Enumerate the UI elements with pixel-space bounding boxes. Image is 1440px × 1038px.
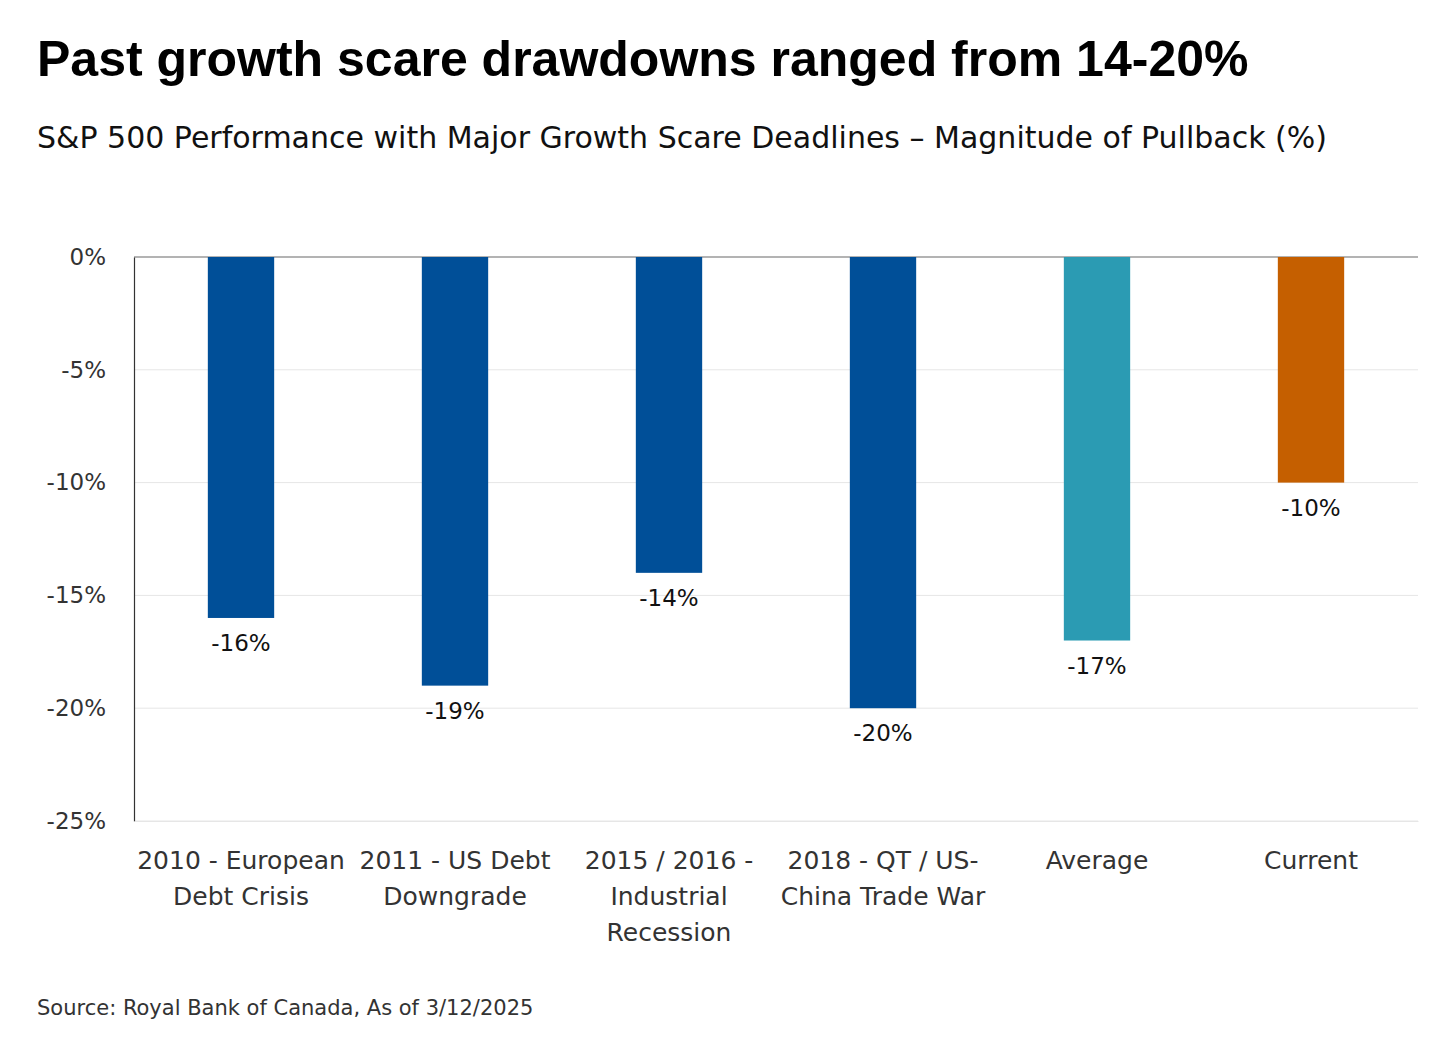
y-axis-line [134,258,135,822]
y-tick-label: -25% [47,808,106,834]
y-tick: -25% [47,808,106,834]
y-tick: -10% [47,469,106,495]
x-tick-label: Average [1046,846,1149,875]
x-tick: Current [1264,846,1358,875]
source: Source: Royal Bank of Canada, As of 3/12… [37,996,533,1020]
chart: Past growth scare drawdowns ranged from … [0,0,1440,1038]
bar [208,257,274,618]
data-label: -16% [211,630,270,656]
x-tick-label: 2010 - EuropeanDebt Crisis [137,846,345,911]
y-axis: 0% -5% -10% -15% -20% -25% [47,244,135,834]
bar [636,257,702,573]
data-labels: -16% -19% -14% -20% -17% -10% [211,495,1340,747]
bars [208,257,1344,708]
x-axis-line [135,821,1419,822]
x-tick: Average [1046,846,1149,875]
y-tick: -20% [47,695,106,721]
bar [422,257,488,686]
x-tick: 2018 - QT / US-China Trade War [781,846,986,911]
y-tick-label: -5% [61,357,106,383]
y-tick: 0% [70,244,107,270]
x-tick-label: 2018 - QT / US-China Trade War [781,846,986,911]
y-tick: -15% [47,582,106,608]
x-tick: 2011 - US DebtDowngrade [360,846,551,911]
bar [1064,257,1130,641]
grid-line [134,482,1418,483]
y-tick-label: 0% [70,244,107,270]
grid [134,257,1418,821]
data-label: -17% [1067,653,1126,679]
x-tick: 2010 - EuropeanDebt Crisis [137,846,345,911]
title: Past growth scare drawdowns ranged from … [37,31,1248,87]
x-tick-label: 2015 / 2016 -IndustrialRecession [585,846,754,947]
data-label: -14% [639,585,698,611]
grid-line [134,821,1418,822]
grid-line [134,708,1418,709]
grid-line [134,595,1418,596]
x-tick: 2015 / 2016 -IndustrialRecession [585,846,754,947]
grid-line [134,256,1418,258]
y-tick-label: -20% [47,695,106,721]
bar [850,257,916,708]
y-tick-label: -10% [47,469,106,495]
x-tick-label: 2011 - US DebtDowngrade [360,846,551,911]
subtitle: S&P 500 Performance with Major Growth Sc… [37,120,1327,155]
grid-line [134,369,1418,370]
y-tick: -5% [61,357,106,383]
x-axis: 2010 - EuropeanDebt Crisis2011 - US Debt… [135,822,1419,948]
y-tick-label: -15% [47,582,106,608]
x-tick-label: Current [1264,846,1358,875]
data-label: -19% [425,698,484,724]
bar [1278,257,1344,483]
data-label: -20% [853,720,912,746]
data-label: -10% [1281,495,1340,521]
